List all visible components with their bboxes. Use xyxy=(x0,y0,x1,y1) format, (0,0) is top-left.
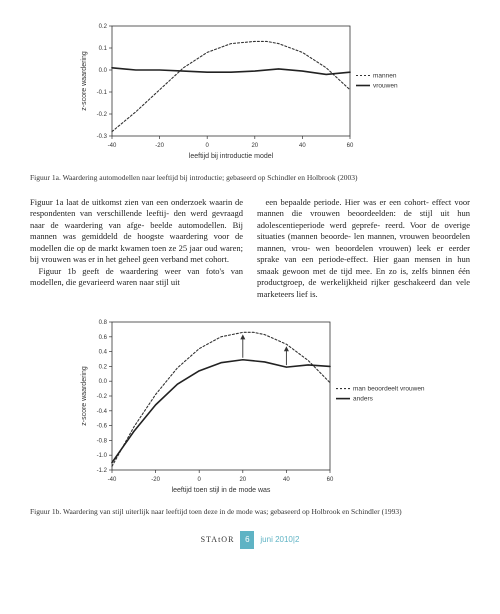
svg-text:20: 20 xyxy=(251,143,258,149)
body-text: Figuur 1a laat de uitkomst zien van een … xyxy=(30,197,470,300)
svg-text:-40: -40 xyxy=(108,477,117,483)
svg-text:mannen: mannen xyxy=(373,73,397,80)
svg-text:0.0: 0.0 xyxy=(99,379,108,385)
svg-text:0: 0 xyxy=(206,143,210,149)
svg-text:-1.2: -1.2 xyxy=(97,468,108,474)
svg-text:40: 40 xyxy=(299,143,306,149)
svg-text:-0.3: -0.3 xyxy=(97,134,108,140)
svg-text:0: 0 xyxy=(198,477,202,483)
paragraph-2: Figuur 1b geeft de waardering weer van f… xyxy=(30,266,243,289)
svg-text:40: 40 xyxy=(283,477,290,483)
svg-text:-20: -20 xyxy=(155,143,164,149)
svg-text:z-score waardering: z-score waardering xyxy=(81,366,88,426)
svg-text:-20: -20 xyxy=(151,477,160,483)
svg-text:20: 20 xyxy=(239,477,246,483)
svg-text:leeftijd toen stijl in de mode: leeftijd toen stijl in de mode was xyxy=(172,487,271,494)
paragraph-3: een bepaalde periode. Hier was er een co… xyxy=(257,197,470,300)
svg-text:vrouwen: vrouwen xyxy=(373,83,398,90)
footer-brand: STA️tOR xyxy=(201,535,235,544)
svg-text:-0.1: -0.1 xyxy=(97,90,108,96)
svg-text:60: 60 xyxy=(347,143,354,149)
svg-text:0.4: 0.4 xyxy=(99,350,108,356)
svg-text:z-score waardering: z-score waardering xyxy=(81,51,88,111)
caption-1b: Figuur 1b. Waardering van stijl uiterlij… xyxy=(30,507,470,517)
svg-text:0.1: 0.1 xyxy=(99,46,108,52)
footer: STA️tOR 6 juni 2010|2 xyxy=(30,531,470,549)
svg-text:-0.2: -0.2 xyxy=(97,394,108,400)
svg-text:-0.4: -0.4 xyxy=(97,409,108,415)
caption-1a: Figuur 1a. Waardering automodellen naar … xyxy=(30,173,470,183)
svg-text:-0.6: -0.6 xyxy=(97,424,108,430)
chart-1b: -40 -20 0 20 40 60 -1.2 -1.0 -0.8 -0.6 -0.4 -0.2 0.0… xyxy=(70,316,470,501)
svg-text:-0.2: -0.2 xyxy=(97,112,108,118)
svg-text:man beoordeelt vrouwen: man beoordeelt vrouwen xyxy=(353,386,425,393)
svg-text:0.8: 0.8 xyxy=(99,320,108,326)
svg-text:-1.0: -1.0 xyxy=(97,453,108,459)
chart-1a: -40 -20 0 20 40 60 -0.3 -0.2 -0.1 0.0 0.1 0.2 leefti… xyxy=(70,20,470,167)
svg-text:-40: -40 xyxy=(108,143,117,149)
chart-1b-svg: -40 -20 0 20 40 60 -1.2 -1.0 -0.8 -0.6 -0.4 -0.2 0.0… xyxy=(70,316,430,496)
svg-text:anders: anders xyxy=(353,396,374,403)
svg-text:-0.8: -0.8 xyxy=(97,438,108,444)
svg-text:0.2: 0.2 xyxy=(99,24,108,30)
page: -40-200204060-0.3-0.2-0.10.00.10.2leefti… xyxy=(0,0,500,561)
svg-text:0.2: 0.2 xyxy=(99,364,108,370)
footer-page-number: 6 xyxy=(240,531,254,549)
svg-text:60: 60 xyxy=(327,477,334,483)
chart-1a-svg: -40 -20 0 20 40 60 -0.3 -0.2 -0.1 0.0 0.1 0.2 leefti… xyxy=(70,20,430,162)
paragraph-1: Figuur 1a laat de uitkomst zien van een … xyxy=(30,197,243,266)
svg-text:0.0: 0.0 xyxy=(99,68,108,74)
footer-issue: juni 2010|2 xyxy=(260,535,299,544)
svg-text:leeftijd bij introductie model: leeftijd bij introductie model xyxy=(189,153,274,160)
svg-text:0.6: 0.6 xyxy=(99,335,108,341)
